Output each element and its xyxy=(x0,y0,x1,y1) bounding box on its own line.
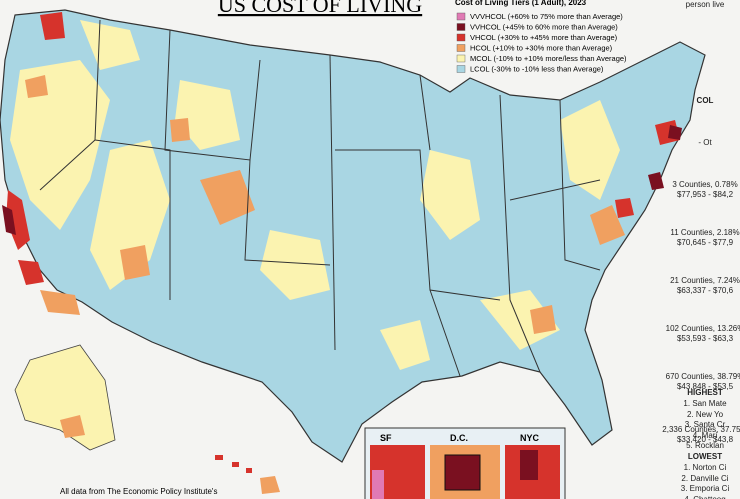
panel-heading: HIGHEST xyxy=(687,388,723,397)
legend-swatch xyxy=(456,65,466,73)
tier-count: 3 Counties, 0.78% xyxy=(672,180,738,189)
side-panel: person live COL - Ot 3 Counties, 0.78% $77,9… xyxy=(650,0,740,499)
legend-title: Cost of Living Tiers (1 Adult), 2023 xyxy=(455,0,587,7)
tier-range: $63,337 - $70,6 xyxy=(676,286,734,295)
hawaii xyxy=(215,455,252,473)
rank-item: 4. Mari xyxy=(692,430,718,440)
legend-swatch xyxy=(456,33,466,42)
tier-range: $33,420 - $43,8 xyxy=(676,435,734,444)
alaska xyxy=(14,344,116,451)
tier-count: 11 Counties, 2.18% xyxy=(670,228,740,237)
panel-heading: LOWEST xyxy=(687,452,723,461)
legend-label: VVVHCOL (+60% to 75% more than Average) xyxy=(470,12,623,21)
rank-item: 3. Santa Cr xyxy=(684,420,726,429)
rank-item: 1. Norton Ci xyxy=(683,463,727,472)
legend-swatch xyxy=(456,12,466,21)
source: All data from The Economic Policy Instit… xyxy=(60,487,217,496)
inset-label: SF xyxy=(380,433,392,443)
legend-label: VHCOL (+30% to +45% more than Average) xyxy=(470,33,618,42)
us-mainland xyxy=(0,9,706,463)
rank-item: 2. Danville Ci xyxy=(681,473,729,483)
panel-text: person live xyxy=(685,0,725,9)
tier-count: 21 Counties, 7.24% xyxy=(670,276,740,285)
legend: Cost of Living Tiers (1 Adult), 2023 VVVH… xyxy=(455,0,627,74)
tier-count: 2,336 Counties, 37.75% xyxy=(662,425,740,434)
tier-range: $43,848 - $53,5 xyxy=(676,382,734,391)
inset-label: NYC xyxy=(520,433,540,443)
tier-range: $77,953 - $84,2 xyxy=(676,190,734,199)
rank-item: 4. Chattoog xyxy=(684,494,726,499)
alaska-hcol xyxy=(60,415,85,438)
tier-range: $70,645 - $77,9 xyxy=(676,238,734,247)
title: US COST OF LIVING xyxy=(218,0,422,17)
panel-text: - Ot xyxy=(698,138,712,147)
rank-item: 1. San Mate xyxy=(683,399,727,408)
insets xyxy=(364,427,566,499)
legend-swatch xyxy=(456,23,466,31)
legend-label: VVHCOL (+45% to 60% more than Average) xyxy=(470,23,618,32)
legend-label: LCOL (-30% to -10% less than Average) xyxy=(470,65,604,74)
legend-label: HCOL (+10% to +30% more than Average) xyxy=(470,44,613,53)
rank-item: 2. New Yo xyxy=(686,409,724,419)
tier-count: 102 Counties, 13.26% xyxy=(665,324,740,333)
rank-item: 5. Rocklan xyxy=(686,441,724,450)
inset-label: D.C. xyxy=(450,433,468,443)
rank-item: 3. Emporia Ci xyxy=(680,484,730,493)
panel-heading: COL xyxy=(696,96,714,105)
hawaii-big xyxy=(260,476,280,494)
legend-label: MCOL (-10% to +10% more/less than Averag… xyxy=(470,54,627,63)
legend-swatch xyxy=(456,54,466,63)
legend-swatch xyxy=(456,44,466,52)
tier-count: 670 Counties, 38.79% xyxy=(665,372,740,381)
tier-range: $53,593 - $63,3 xyxy=(676,334,734,343)
